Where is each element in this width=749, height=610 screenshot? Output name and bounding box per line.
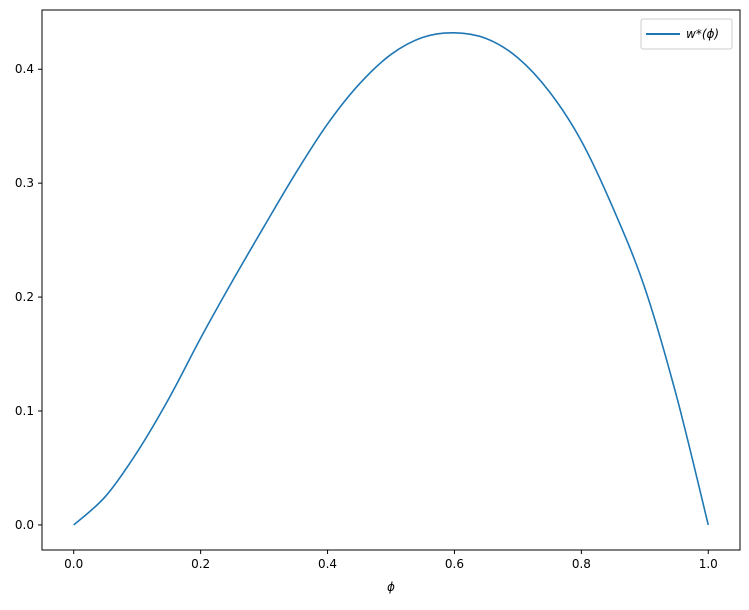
y-tick-label: 0.4 bbox=[15, 62, 34, 76]
plot-area bbox=[41, 9, 741, 551]
legend-label: w*(ϕ) bbox=[686, 27, 719, 41]
x-axis: 0.0 0.2 0.4 0.6 0.8 1.0 bbox=[64, 550, 718, 571]
y-axis: 0.0 0.1 0.2 0.3 0.4 bbox=[15, 62, 42, 532]
y-tick-label: 0.1 bbox=[15, 404, 34, 418]
x-tick-label: 1.0 bbox=[699, 557, 718, 571]
legend: w*(ϕ) bbox=[640, 18, 733, 50]
y-tick-label: 0.0 bbox=[15, 518, 34, 532]
x-tick-label: 0.0 bbox=[64, 557, 83, 571]
y-tick-label: 0.2 bbox=[15, 290, 34, 304]
x-tick-label: 0.2 bbox=[191, 557, 210, 571]
x-tick-label: 0.4 bbox=[318, 557, 337, 571]
x-tick-label: 0.8 bbox=[572, 557, 591, 571]
x-axis-label: ϕ bbox=[387, 580, 395, 594]
x-tick-label: 0.6 bbox=[445, 557, 464, 571]
legend-box bbox=[640, 18, 733, 50]
y-tick-label: 0.3 bbox=[15, 176, 34, 190]
series-line bbox=[73, 31, 710, 526]
